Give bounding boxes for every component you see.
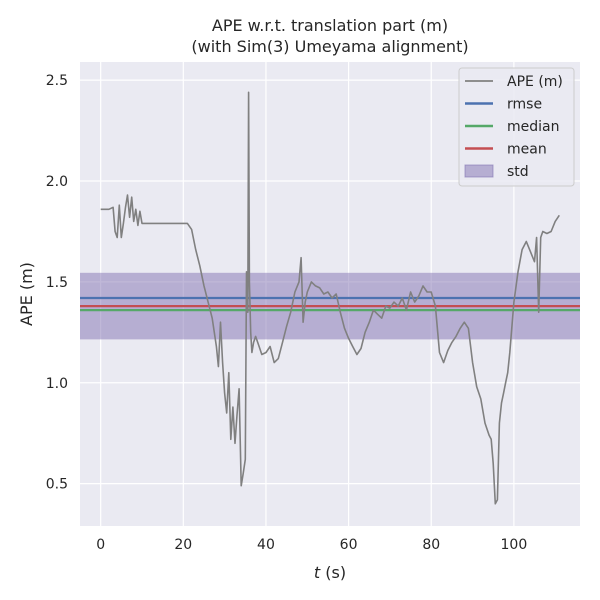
x-axis-var: t bbox=[314, 563, 321, 582]
chart-title: APE w.r.t. translation part (m) bbox=[212, 16, 448, 35]
legend-label: APE (m) bbox=[507, 74, 563, 90]
y-tick-label: 2.0 bbox=[46, 174, 68, 190]
x-tick-label: 60 bbox=[340, 537, 358, 553]
ape-series-line bbox=[100, 91, 560, 505]
legend-label: rmse bbox=[507, 97, 542, 113]
legend-swatch bbox=[464, 164, 494, 178]
legend-label: mean bbox=[507, 142, 547, 158]
y-tick-label: 1.0 bbox=[46, 376, 68, 392]
y-tick-label: 1.5 bbox=[46, 275, 68, 291]
x-axis-unit: (s) bbox=[320, 563, 346, 582]
y-tick-label: 0.5 bbox=[46, 477, 68, 493]
legend-box bbox=[458, 67, 575, 187]
x-axis-label: t (s) bbox=[314, 563, 346, 582]
chart-subtitle: (with Sim(3) Umeyama alignment) bbox=[191, 37, 468, 56]
y-tick-label: 2.5 bbox=[46, 73, 68, 89]
x-tick-label: 0 bbox=[96, 537, 105, 553]
y-axis-label: APE (m) bbox=[17, 262, 36, 326]
legend-label: median bbox=[507, 119, 559, 135]
y-tick-labels: 0.5 1.0 1.5 2.0 2.5 bbox=[46, 73, 68, 492]
x-tick-labels: 0 20 40 60 80 100 bbox=[96, 537, 527, 553]
x-tick-label: 40 bbox=[257, 537, 275, 553]
legend: APE (m) rmse median mean std bbox=[458, 67, 575, 187]
x-tick-label: 20 bbox=[174, 537, 192, 553]
x-tick-label: 100 bbox=[501, 537, 528, 553]
x-tick-label: 80 bbox=[422, 537, 440, 553]
legend-label: std bbox=[507, 164, 529, 180]
